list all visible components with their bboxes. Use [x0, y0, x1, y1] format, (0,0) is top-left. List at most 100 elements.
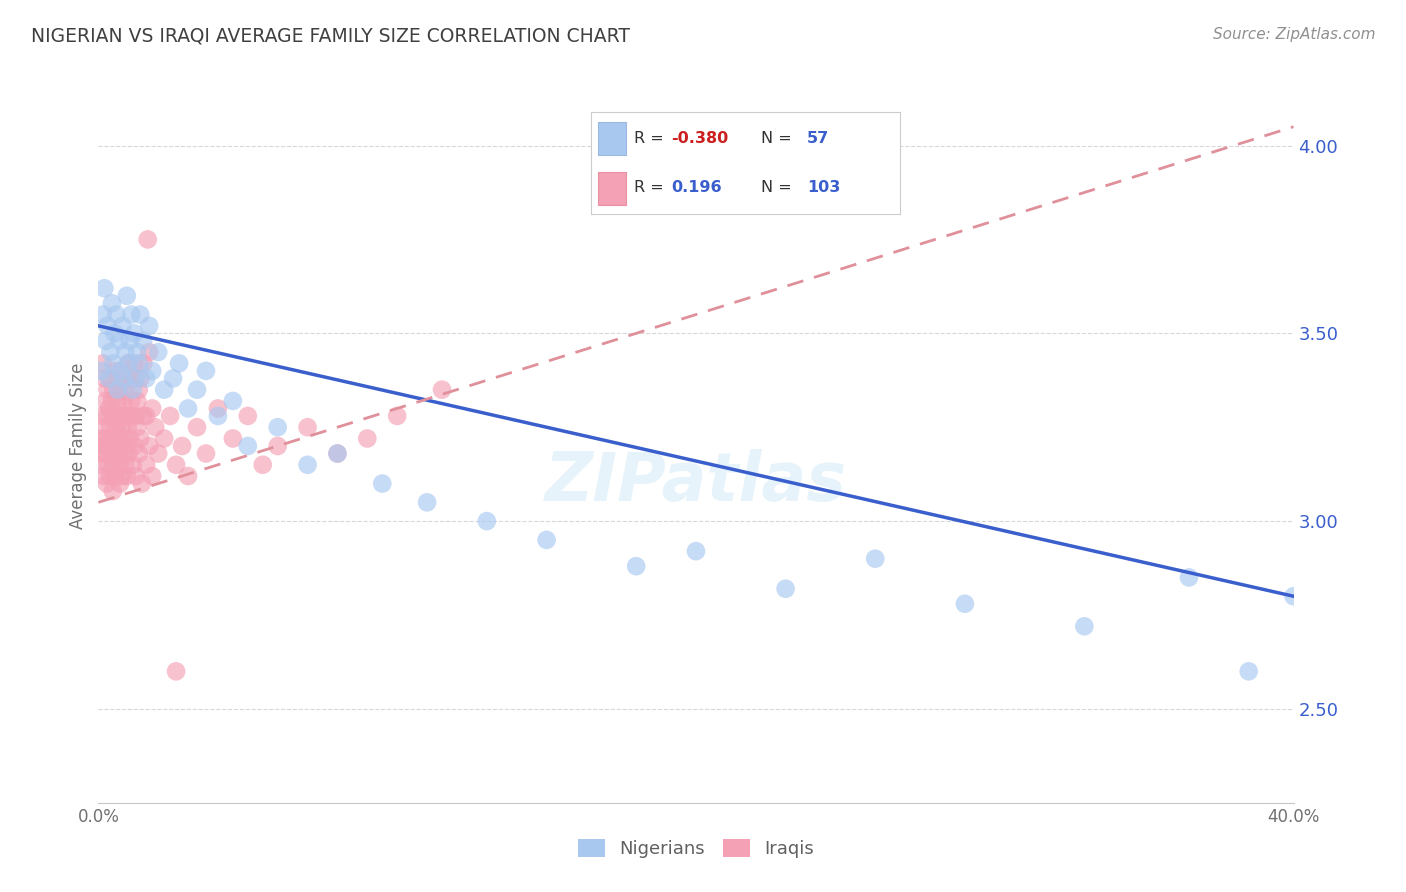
- Point: [108, 476, 131, 491]
- Point: [162, 371, 184, 385]
- Point: [98, 371, 122, 385]
- Bar: [599, 171, 626, 205]
- Point: [135, 458, 157, 472]
- Point: [105, 420, 128, 434]
- Point: [115, 371, 138, 385]
- Point: [371, 476, 394, 491]
- Point: [93, 420, 115, 434]
- Point: [153, 432, 176, 446]
- Point: [153, 383, 176, 397]
- Point: [89, 446, 111, 460]
- Point: [236, 439, 259, 453]
- Point: [124, 326, 146, 341]
- Point: [124, 439, 146, 453]
- Point: [177, 469, 200, 483]
- Point: [94, 446, 117, 460]
- Point: [267, 420, 290, 434]
- Point: [90, 432, 112, 446]
- Point: [96, 318, 118, 333]
- Point: [118, 409, 141, 423]
- Point: [104, 439, 127, 453]
- Point: [127, 393, 149, 408]
- Point: [96, 383, 118, 397]
- Point: [141, 401, 163, 416]
- Point: [97, 401, 120, 416]
- Point: [186, 420, 208, 434]
- Text: ZIPatlas: ZIPatlas: [546, 449, 846, 515]
- Point: [91, 409, 114, 423]
- Point: [141, 469, 163, 483]
- Point: [297, 458, 319, 472]
- Legend: Nigerians, Iraqis: Nigerians, Iraqis: [571, 831, 821, 865]
- Point: [120, 308, 142, 322]
- Point: [104, 469, 127, 483]
- Point: [117, 356, 139, 370]
- Point: [128, 446, 150, 460]
- Text: 103: 103: [807, 180, 841, 195]
- Point: [107, 409, 129, 423]
- Point: [475, 514, 498, 528]
- Point: [96, 409, 118, 423]
- Point: [129, 432, 152, 446]
- Point: [103, 458, 125, 472]
- Point: [953, 597, 976, 611]
- Text: N =: N =: [761, 130, 797, 145]
- Point: [90, 458, 112, 472]
- Point: [112, 393, 135, 408]
- Point: [125, 409, 148, 423]
- Point: [103, 383, 125, 397]
- Point: [112, 432, 135, 446]
- Point: [177, 401, 200, 416]
- Point: [94, 334, 117, 348]
- Point: [110, 364, 132, 378]
- Point: [93, 469, 115, 483]
- Point: [105, 409, 128, 423]
- Point: [111, 409, 134, 423]
- Text: NIGERIAN VS IRAQI AVERAGE FAMILY SIZE CORRELATION CHART: NIGERIAN VS IRAQI AVERAGE FAMILY SIZE CO…: [31, 27, 630, 45]
- Point: [865, 551, 887, 566]
- Point: [148, 446, 170, 460]
- Point: [125, 469, 148, 483]
- Point: [195, 446, 218, 460]
- Point: [121, 383, 143, 397]
- Point: [103, 356, 125, 370]
- Point: [101, 484, 124, 499]
- Point: [416, 495, 439, 509]
- Point: [326, 446, 349, 460]
- Point: [207, 401, 229, 416]
- Point: [165, 458, 187, 472]
- Text: 57: 57: [807, 130, 830, 145]
- Point: [114, 458, 136, 472]
- Point: [1237, 665, 1260, 679]
- Point: [108, 334, 131, 348]
- Point: [167, 356, 190, 370]
- Point: [120, 409, 142, 423]
- Point: [127, 420, 149, 434]
- Point: [101, 432, 124, 446]
- Point: [132, 409, 155, 423]
- Point: [98, 469, 121, 483]
- Point: [103, 409, 125, 423]
- Point: [93, 371, 115, 385]
- Point: [129, 308, 152, 322]
- Point: [121, 371, 143, 385]
- Point: [101, 296, 124, 310]
- Point: [148, 345, 170, 359]
- Point: [97, 371, 120, 385]
- Point: [108, 458, 131, 472]
- Point: [111, 446, 134, 460]
- Point: [97, 439, 120, 453]
- Point: [91, 308, 114, 322]
- Point: [131, 476, 153, 491]
- Point: [129, 371, 152, 385]
- Bar: [599, 122, 626, 155]
- Point: [252, 458, 274, 472]
- Point: [165, 665, 187, 679]
- Point: [132, 334, 155, 348]
- Point: [118, 334, 141, 348]
- Point: [112, 371, 135, 385]
- Text: R =: R =: [634, 130, 669, 145]
- Point: [115, 469, 138, 483]
- Point: [120, 393, 142, 408]
- Point: [110, 364, 132, 378]
